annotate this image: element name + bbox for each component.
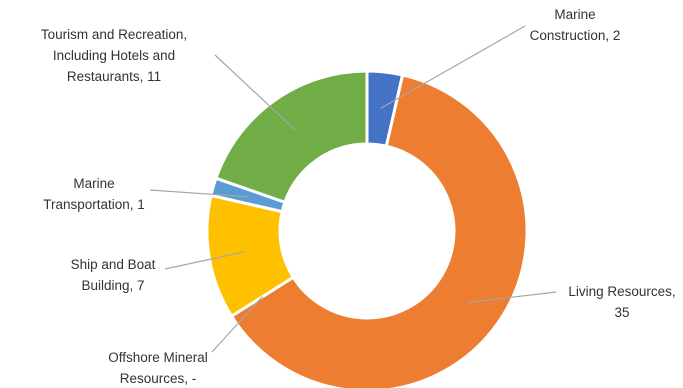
leader-line-tourism-and-recreation-including-hotels-and-restaurants [214, 54, 296, 131]
data-label-line: Restaurants, 11 [67, 69, 161, 84]
data-label-offshore-mineral-resources: Offshore Mineral Resources, - [108, 350, 208, 386]
data-label-marine-transportation: Marine Transportation, 1 [43, 176, 145, 212]
leader-line-marine-transportation [149, 189, 249, 198]
data-label-line: Building, 7 [81, 278, 144, 293]
data-label-line: Marine [554, 7, 595, 22]
data-label-line: Marine [73, 176, 114, 191]
leader-line-offshore-mineral-resources [211, 296, 263, 353]
data-label-living-resources: Living Resources, 35 [568, 284, 675, 320]
leader-line-ship-and-boat-building [164, 251, 246, 270]
chart-leader-lines [149, 25, 557, 353]
data-label-line: Tourism and Recreation, [41, 27, 187, 42]
data-label-marine-construction: Marine Construction, 2 [530, 7, 621, 43]
data-label-ship-and-boat-building: Ship and Boat Building, 7 [71, 257, 156, 293]
data-label-line: Transportation, 1 [43, 197, 145, 212]
leader-line-living-resources [467, 291, 557, 304]
data-label-line: Including Hotels and [53, 48, 175, 63]
chart-slices [205, 69, 529, 388]
slice-living-resources [229, 73, 529, 388]
data-label-line: 35 [614, 305, 629, 320]
data-label-line: Living Resources, [568, 284, 675, 299]
chart-data-labels: Marine Construction, 2 Living Resources, 35… [41, 7, 676, 386]
slice-tourism-and-recreation-including-hotels-and-restaurants [214, 69, 369, 205]
data-label-line: Ship and Boat [71, 257, 156, 272]
data-label-line: Construction, 2 [530, 28, 621, 43]
data-label-tourism-and-recreation-including-hotels-and-restaurants: Tourism and Recreation, Including Hotels … [41, 27, 187, 84]
leader-line-marine-construction [380, 25, 526, 109]
data-label-line: Resources, - [120, 371, 197, 386]
data-label-line: Offshore Mineral [108, 350, 208, 365]
